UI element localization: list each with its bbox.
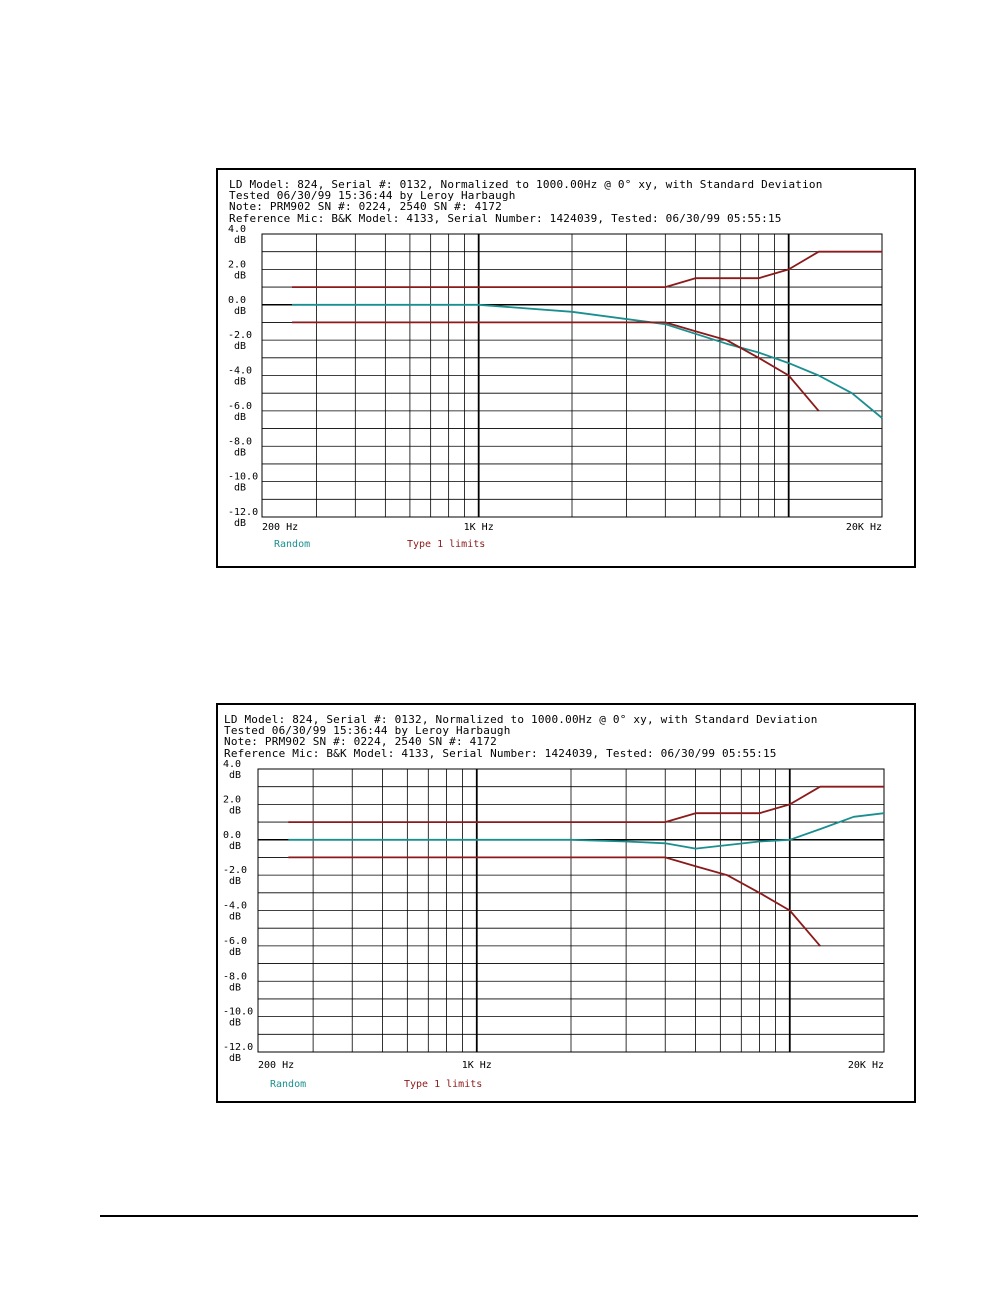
- y-tick-label: 0.0: [228, 295, 246, 306]
- y-tick-label: 0.0: [223, 830, 241, 841]
- series-limit-upper-line: [292, 250, 882, 289]
- chart-header-line: LD Model: 824, Serial #: 0132, Normalize…: [224, 713, 818, 726]
- x-tick-label: 20K Hz: [848, 1060, 884, 1071]
- y-unit-label: dB: [229, 876, 241, 887]
- chart-header-line: Tested 06/30/99 15:36:44 by Leroy Harbau…: [229, 189, 516, 202]
- x-tick-label: 1K Hz: [464, 522, 494, 533]
- chart-header-line: Tested 06/30/99 15:36:44 by Leroy Harbau…: [224, 724, 511, 737]
- legend-type1-limits: Type 1 limits: [404, 1079, 483, 1090]
- y-unit-label: dB: [229, 805, 241, 816]
- y-tick-label: -4.0: [228, 366, 252, 377]
- chart-header-line: Reference Mic: B&K Model: 4133, Serial N…: [229, 212, 782, 225]
- y-unit-label: dB: [229, 1053, 241, 1064]
- legend-random: Random: [274, 539, 311, 550]
- footer-rule: [100, 1215, 918, 1217]
- y-unit-label: dB: [229, 912, 241, 923]
- x-tick-label: 20K Hz: [846, 522, 882, 533]
- legend-type1-limits: Type 1 limits: [407, 539, 486, 550]
- y-tick-label: -6.0: [228, 401, 252, 412]
- y-unit-label: dB: [229, 947, 241, 958]
- y-unit-label: dB: [229, 770, 241, 781]
- y-tick-label: -2.0: [228, 330, 252, 341]
- y-tick-label: -10.0: [223, 1007, 253, 1018]
- y-unit-label: dB: [234, 518, 246, 529]
- chart-header-line: Note: PRM902 SN #: 0224, 2540 SN #: 4172: [224, 735, 497, 748]
- chart-header-line: Note: PRM902 SN #: 0224, 2540 SN #: 4172: [229, 200, 502, 213]
- y-tick-label: 2.0: [228, 259, 246, 270]
- y-unit-label: dB: [234, 377, 246, 388]
- chart-panel-2: LD Model: 824, Serial #: 0132, Normalize…: [216, 703, 916, 1103]
- y-tick-label: -8.0: [223, 971, 247, 982]
- x-tick-label: 200 Hz: [258, 1060, 294, 1071]
- y-unit-label: dB: [229, 982, 241, 993]
- series-random-line: [292, 303, 883, 419]
- y-tick-label: 2.0: [223, 794, 241, 805]
- series-random-line: [288, 812, 885, 850]
- x-tick-label: 200 Hz: [262, 522, 298, 533]
- y-unit-label: dB: [234, 412, 246, 423]
- series-limit-lower-line: [288, 856, 821, 947]
- y-unit-label: dB: [234, 341, 246, 352]
- y-tick-label: 4.0: [223, 759, 241, 770]
- chart-header-line: LD Model: 824, Serial #: 0132, Normalize…: [229, 178, 823, 191]
- y-tick-label: -4.0: [223, 901, 247, 912]
- x-tick-label: 1K Hz: [462, 1060, 492, 1071]
- y-tick-label: -8.0: [228, 436, 252, 447]
- y-unit-label: dB: [234, 235, 246, 246]
- y-unit-label: dB: [229, 841, 241, 852]
- chart-header-line: Reference Mic: B&K Model: 4133, Serial N…: [224, 747, 777, 760]
- legend-random: Random: [270, 1079, 307, 1090]
- y-unit-label: dB: [234, 447, 246, 458]
- series-limit-lower-line: [292, 321, 820, 412]
- y-tick-label: -2.0: [223, 865, 247, 876]
- y-unit-label: dB: [234, 270, 246, 281]
- y-tick-label: -6.0: [223, 936, 247, 947]
- y-tick-label: 4.0: [228, 224, 246, 235]
- y-unit-label: dB: [234, 483, 246, 494]
- y-unit-label: dB: [229, 1018, 241, 1029]
- y-tick-label: -12.0: [228, 507, 258, 518]
- series-limit-upper-line: [288, 785, 884, 823]
- y-unit-label: dB: [234, 306, 246, 317]
- y-tick-label: -10.0: [228, 472, 258, 483]
- y-tick-label: -12.0: [223, 1042, 253, 1053]
